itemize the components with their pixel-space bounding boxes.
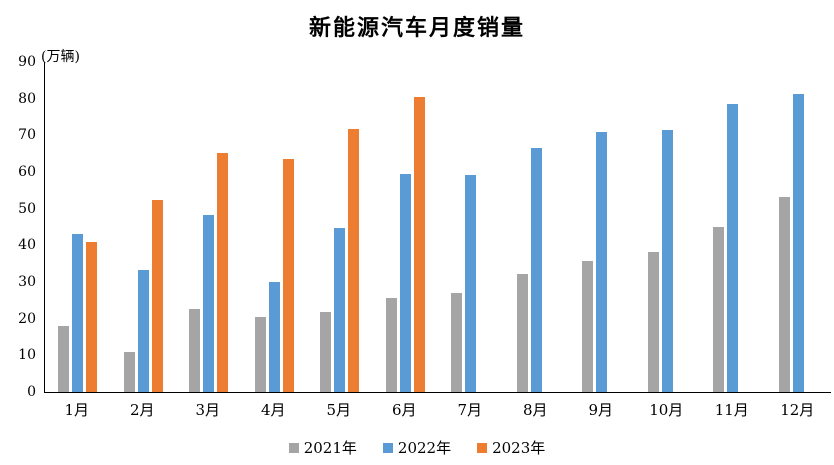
legend-swatch-icon (382, 442, 393, 453)
y-tick-label: 40 (18, 237, 36, 254)
legend-label: 2021年 (303, 439, 357, 457)
y-tick-label: 50 (18, 200, 36, 217)
bar (189, 309, 201, 392)
x-axis-label: 2月 (129, 401, 155, 419)
bar (151, 199, 163, 392)
y-axis-ticks: 0 10 20 30 40 50 60 70 80 90 (0, 54, 36, 400)
x-axis-label: 1月 (64, 401, 90, 419)
bar-group (242, 62, 308, 392)
legend-swatch-icon (288, 442, 299, 453)
plot-area (44, 62, 831, 393)
bar (348, 129, 360, 392)
bar (385, 298, 397, 392)
bar (647, 251, 659, 392)
bar (86, 242, 98, 392)
legend: 2021年 2022年 2023年 (0, 437, 834, 458)
bar (399, 173, 411, 392)
bar-group (635, 62, 701, 392)
x-axis-label: 11月 (714, 401, 749, 419)
y-tick-label: 10 (18, 347, 36, 364)
bar-group (766, 62, 832, 392)
bar (727, 103, 739, 392)
bar (596, 132, 608, 392)
legend-item: 2023年 (477, 437, 545, 458)
x-axis-label: 12月 (780, 401, 815, 419)
legend-label: 2023年 (492, 439, 546, 457)
x-axis-label: 7月 (457, 401, 483, 419)
x-axis-label: 5月 (326, 401, 352, 419)
x-axis-label: 6月 (391, 401, 417, 419)
legend-item: 2021年 (288, 437, 357, 458)
legend-item: 2022年 (382, 437, 452, 458)
bar-group (700, 62, 766, 392)
bar (582, 261, 594, 392)
chart-title: 新能源汽车月度销量 (308, 15, 525, 41)
bar (334, 228, 346, 392)
bar (792, 93, 804, 392)
bar (268, 282, 280, 392)
bar (713, 227, 725, 392)
bar (217, 152, 229, 392)
bar-group (373, 62, 439, 392)
bar (137, 269, 149, 392)
bar-group (307, 62, 373, 392)
x-axis-labels: 1月 2月 3月 4月 5月 6月 7月 8月 9月 10月 11月 12月 (44, 399, 830, 420)
bar (451, 292, 463, 392)
x-axis-label: 8月 (522, 401, 548, 419)
bar-group (438, 62, 504, 392)
legend-swatch-icon (477, 442, 488, 453)
bar-group (569, 62, 635, 392)
bar (465, 174, 477, 392)
x-axis-label: 9月 (588, 401, 614, 419)
y-tick-label: 60 (18, 164, 36, 180)
y-tick-label: 30 (18, 274, 36, 290)
bar (203, 214, 215, 392)
bar (282, 158, 294, 392)
x-axis-label: 4月 (260, 401, 286, 419)
x-axis-label: 10月 (649, 401, 684, 419)
bar (778, 197, 790, 392)
y-axis-unit-label: (万辆) (41, 49, 80, 65)
bar (516, 274, 528, 392)
y-tick-label: 70 (18, 127, 36, 144)
bar (530, 147, 542, 392)
bar (72, 234, 84, 392)
y-tick-label: 80 (18, 90, 36, 107)
bar-group (111, 62, 177, 392)
bar (254, 316, 266, 392)
x-axis-label: 3月 (195, 401, 221, 419)
bar (58, 326, 70, 392)
bar (123, 351, 135, 392)
y-tick-label: 90 (18, 54, 36, 70)
y-tick-label: 20 (18, 310, 36, 327)
bar-group (176, 62, 242, 392)
bar (413, 96, 425, 392)
legend-label: 2022年 (397, 439, 452, 457)
y-tick-label: 0 (27, 384, 36, 400)
bar-group (504, 62, 570, 392)
bar (320, 312, 332, 392)
bar-group (45, 62, 111, 392)
bar (661, 130, 673, 392)
